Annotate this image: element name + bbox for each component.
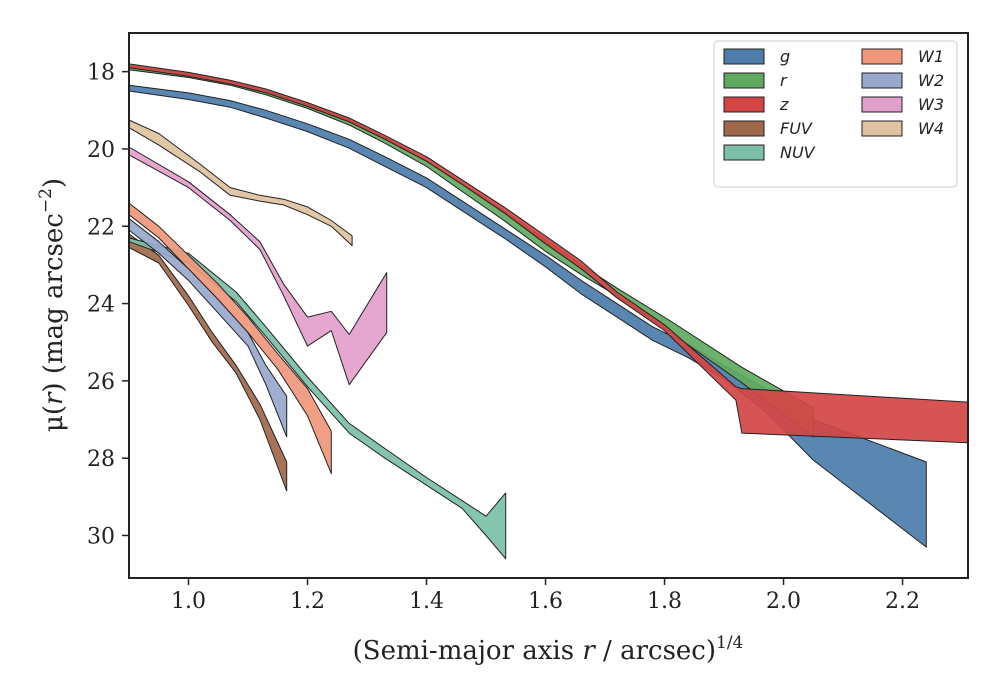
x-tick-label: 2.0 [766, 589, 801, 614]
x-tick-label: 1.0 [171, 589, 206, 614]
y-tick-label: 22 [87, 215, 115, 240]
legend-swatch-w1 [861, 48, 903, 65]
series-band-r [128, 65, 814, 438]
legend-swatch-nuv [723, 144, 765, 161]
y-tick-label: 30 [87, 524, 115, 549]
y-tick-label: 24 [87, 293, 115, 318]
legend-label-g: g [780, 47, 790, 66]
y-axis-title: μ(r) (mag arcsec−2) [36, 178, 69, 432]
series-band-g [128, 84, 927, 548]
legend-label-w3: W3 [918, 95, 944, 114]
legend-swatch-fuv [723, 120, 765, 137]
legend-label-fuv: FUV [780, 119, 813, 138]
legend-label-w1: W1 [918, 47, 944, 66]
series-band-w2 [128, 218, 288, 438]
series-layer [128, 63, 969, 560]
plot-frame [128, 32, 969, 579]
legend-label-w4: W4 [918, 119, 944, 138]
x-tick-label: 2.2 [885, 589, 920, 614]
legend-swatch-w3 [861, 96, 903, 113]
x-tick-label: 1.6 [528, 589, 563, 614]
x-tick-label: 1.2 [290, 589, 325, 614]
legend-label-r: r [780, 71, 788, 90]
series-band-nuv [128, 237, 507, 560]
legend: grz FUV NUV W1 W2 W3 W4 [713, 40, 958, 188]
series-band-w1 [128, 202, 332, 475]
ticks-layer: 1.0 1.2 1.4 1.6 1.8 2.0 2.2 18 20 22 24 26 28 30 [87, 61, 920, 614]
x-axis-title: (Semi-major axis r / arcsec)1/4 [353, 633, 744, 666]
x-tick-label: 1.8 [647, 589, 682, 614]
legend-swatch-r [723, 72, 765, 89]
x-tick-label: 1.4 [409, 589, 444, 614]
y-tick-label: 18 [87, 61, 115, 86]
legend-swatch-w4 [861, 120, 903, 137]
legend-label-nuv: NUV [780, 143, 816, 162]
legend-swatch-z [723, 96, 765, 113]
y-tick-label: 20 [87, 138, 115, 163]
series-band-fuv [128, 233, 288, 492]
legend-label-w2: W2 [918, 71, 944, 90]
series-band-w4 [128, 119, 353, 247]
legend-swatch-w2 [861, 72, 903, 89]
series-band-w3 [128, 146, 388, 386]
legend-label-z: z [779, 95, 789, 114]
legend-swatch-g [723, 48, 765, 65]
y-tick-label: 28 [87, 447, 115, 472]
y-tick-label: 26 [87, 370, 115, 395]
